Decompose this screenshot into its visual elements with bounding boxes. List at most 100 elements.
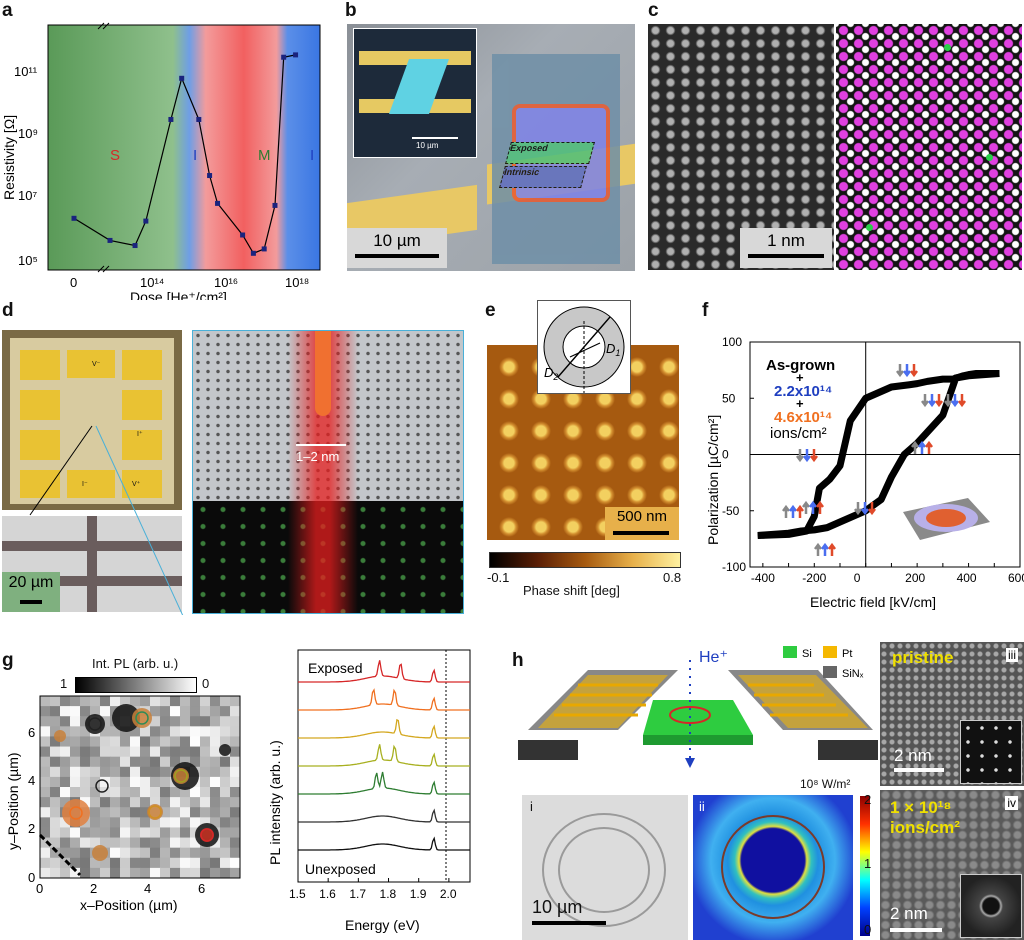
map-pixel (220, 857, 231, 869)
map-pixel (160, 797, 171, 808)
map-pixel (210, 857, 221, 869)
exposed-box: Exposed (505, 142, 595, 164)
map-pixel (110, 797, 121, 808)
legend-as-grown: As-grown (766, 357, 835, 374)
map-pixel (210, 787, 221, 798)
map-overlay: Exposed Intrinsic (492, 54, 620, 264)
map-pixel (70, 776, 81, 788)
map-pixel (150, 857, 161, 869)
map-pixel (220, 847, 231, 859)
y-tick-label: 100 (722, 335, 742, 349)
polarization-arrow (796, 504, 804, 518)
spec-y-label: PL intensity (arb. u.) (267, 740, 283, 865)
map-feature (200, 828, 214, 842)
map-pixel (130, 766, 141, 778)
map-pixel (90, 787, 101, 798)
map-pixel (150, 827, 161, 839)
cb-tick-0: 0 (864, 922, 872, 937)
map-pixel (120, 746, 131, 758)
map-pixel (60, 847, 71, 859)
data-point (215, 200, 221, 206)
pristine-label: pristine (892, 648, 954, 667)
map-pixel (50, 776, 61, 788)
map-pixel (70, 827, 81, 839)
map-pixel (120, 857, 131, 869)
map-pixel (70, 716, 81, 727)
map-pixel (70, 736, 81, 748)
map-pixel (150, 726, 161, 737)
map-pixel (70, 867, 81, 879)
map-pixel (200, 807, 211, 818)
map-pixel (230, 726, 241, 737)
map-pixel (40, 696, 51, 707)
map-pixel (180, 696, 191, 707)
intrinsic-box: Intrinsic (499, 166, 587, 188)
map-pixel (100, 857, 111, 869)
map-pixel (80, 706, 91, 717)
map-pixel (60, 696, 71, 707)
map-pixel (60, 776, 71, 788)
polarization-arrow (925, 440, 933, 454)
polarization-arrow (910, 364, 918, 378)
map-pixel (120, 827, 131, 839)
map-pixel (70, 756, 81, 768)
legend-sin-swatch (823, 666, 837, 678)
data-point (107, 237, 113, 243)
map-pixel (40, 797, 51, 808)
map-pixel (220, 736, 231, 748)
map-pixel (150, 776, 161, 788)
map-pixel (200, 736, 211, 748)
ring-outer (542, 813, 666, 927)
map-pixel (220, 867, 231, 879)
map-pixel (200, 847, 211, 859)
map-pixel (160, 746, 171, 758)
data-point (71, 215, 77, 221)
map-pixel (100, 746, 111, 758)
scale-bar (613, 531, 669, 535)
polarization-arrow (928, 394, 936, 408)
scale-label: 2 nm (894, 746, 932, 765)
polarization-arrow (911, 440, 919, 454)
map-pixel (150, 746, 161, 758)
map-pixel (70, 726, 81, 737)
panel-label-b: b (345, 0, 357, 21)
map-pixel (190, 867, 201, 879)
map-pixel (110, 787, 121, 798)
map-pixel (190, 706, 201, 717)
dose-label-2: ions/cm² (890, 818, 960, 837)
panel-label-h: h (512, 650, 524, 671)
map-pixel (50, 797, 61, 808)
map-pixel (220, 827, 231, 839)
map-pixel (40, 837, 51, 849)
map-pixel (50, 726, 61, 737)
marker-circle (88, 717, 102, 731)
map-pixel (130, 817, 141, 828)
map-pixel (170, 867, 181, 879)
map-pixel (50, 867, 61, 879)
data-point (143, 218, 149, 224)
map-pixel (180, 756, 191, 768)
ring-diagram: D1 D2 (543, 306, 625, 393)
map-pixel (200, 726, 211, 737)
panel-label-g: g (2, 650, 14, 671)
map-pixel (220, 797, 231, 808)
legend-plus-1: + (796, 370, 804, 385)
cb-title: Int. PL (arb. u.) (92, 656, 179, 671)
y-tick-1e9: 10⁹ (18, 126, 38, 141)
pad-label-v-plus: V⁺ (132, 481, 141, 488)
polarization-arrow (951, 394, 959, 408)
map-pixel (50, 716, 61, 727)
map-pixel (120, 837, 131, 849)
map-pixel (180, 797, 191, 808)
map-y-label: y–Position (µm) (5, 752, 21, 850)
scale-bar (894, 768, 944, 772)
map-pixel (130, 857, 141, 869)
map-pixel (110, 867, 121, 879)
map-pixel (230, 817, 241, 828)
axis-break (97, 22, 110, 273)
x-axis-label: Dose [He⁺/cm²] (130, 289, 227, 300)
marker-circle (95, 779, 109, 793)
map-pixel (220, 837, 231, 849)
x-tick-1e14: 10¹⁴ (140, 275, 164, 290)
map-pixel (120, 696, 131, 707)
